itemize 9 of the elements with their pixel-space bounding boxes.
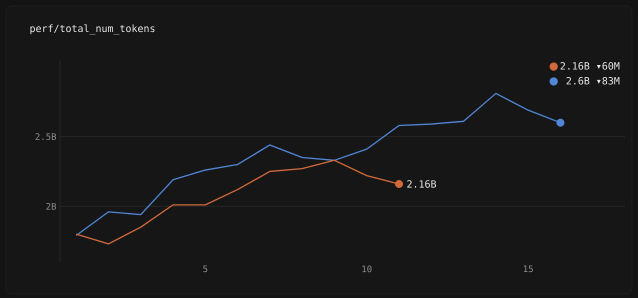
y-tick-label: 2.5B: [36, 133, 56, 140]
x-tick-label: 15: [524, 266, 533, 272]
x-tick-label: 5: [203, 266, 208, 272]
annotation: 2.16B: [407, 180, 436, 188]
legend-label: 2.6B ▾83M: [566, 77, 620, 85]
x-tick-label: 10: [362, 266, 372, 272]
chart-title: perf/total_num_tokens: [30, 24, 154, 34]
legend-label: 2.16B ▾60M: [560, 62, 620, 70]
y-tick-label: 2B: [46, 202, 56, 210]
